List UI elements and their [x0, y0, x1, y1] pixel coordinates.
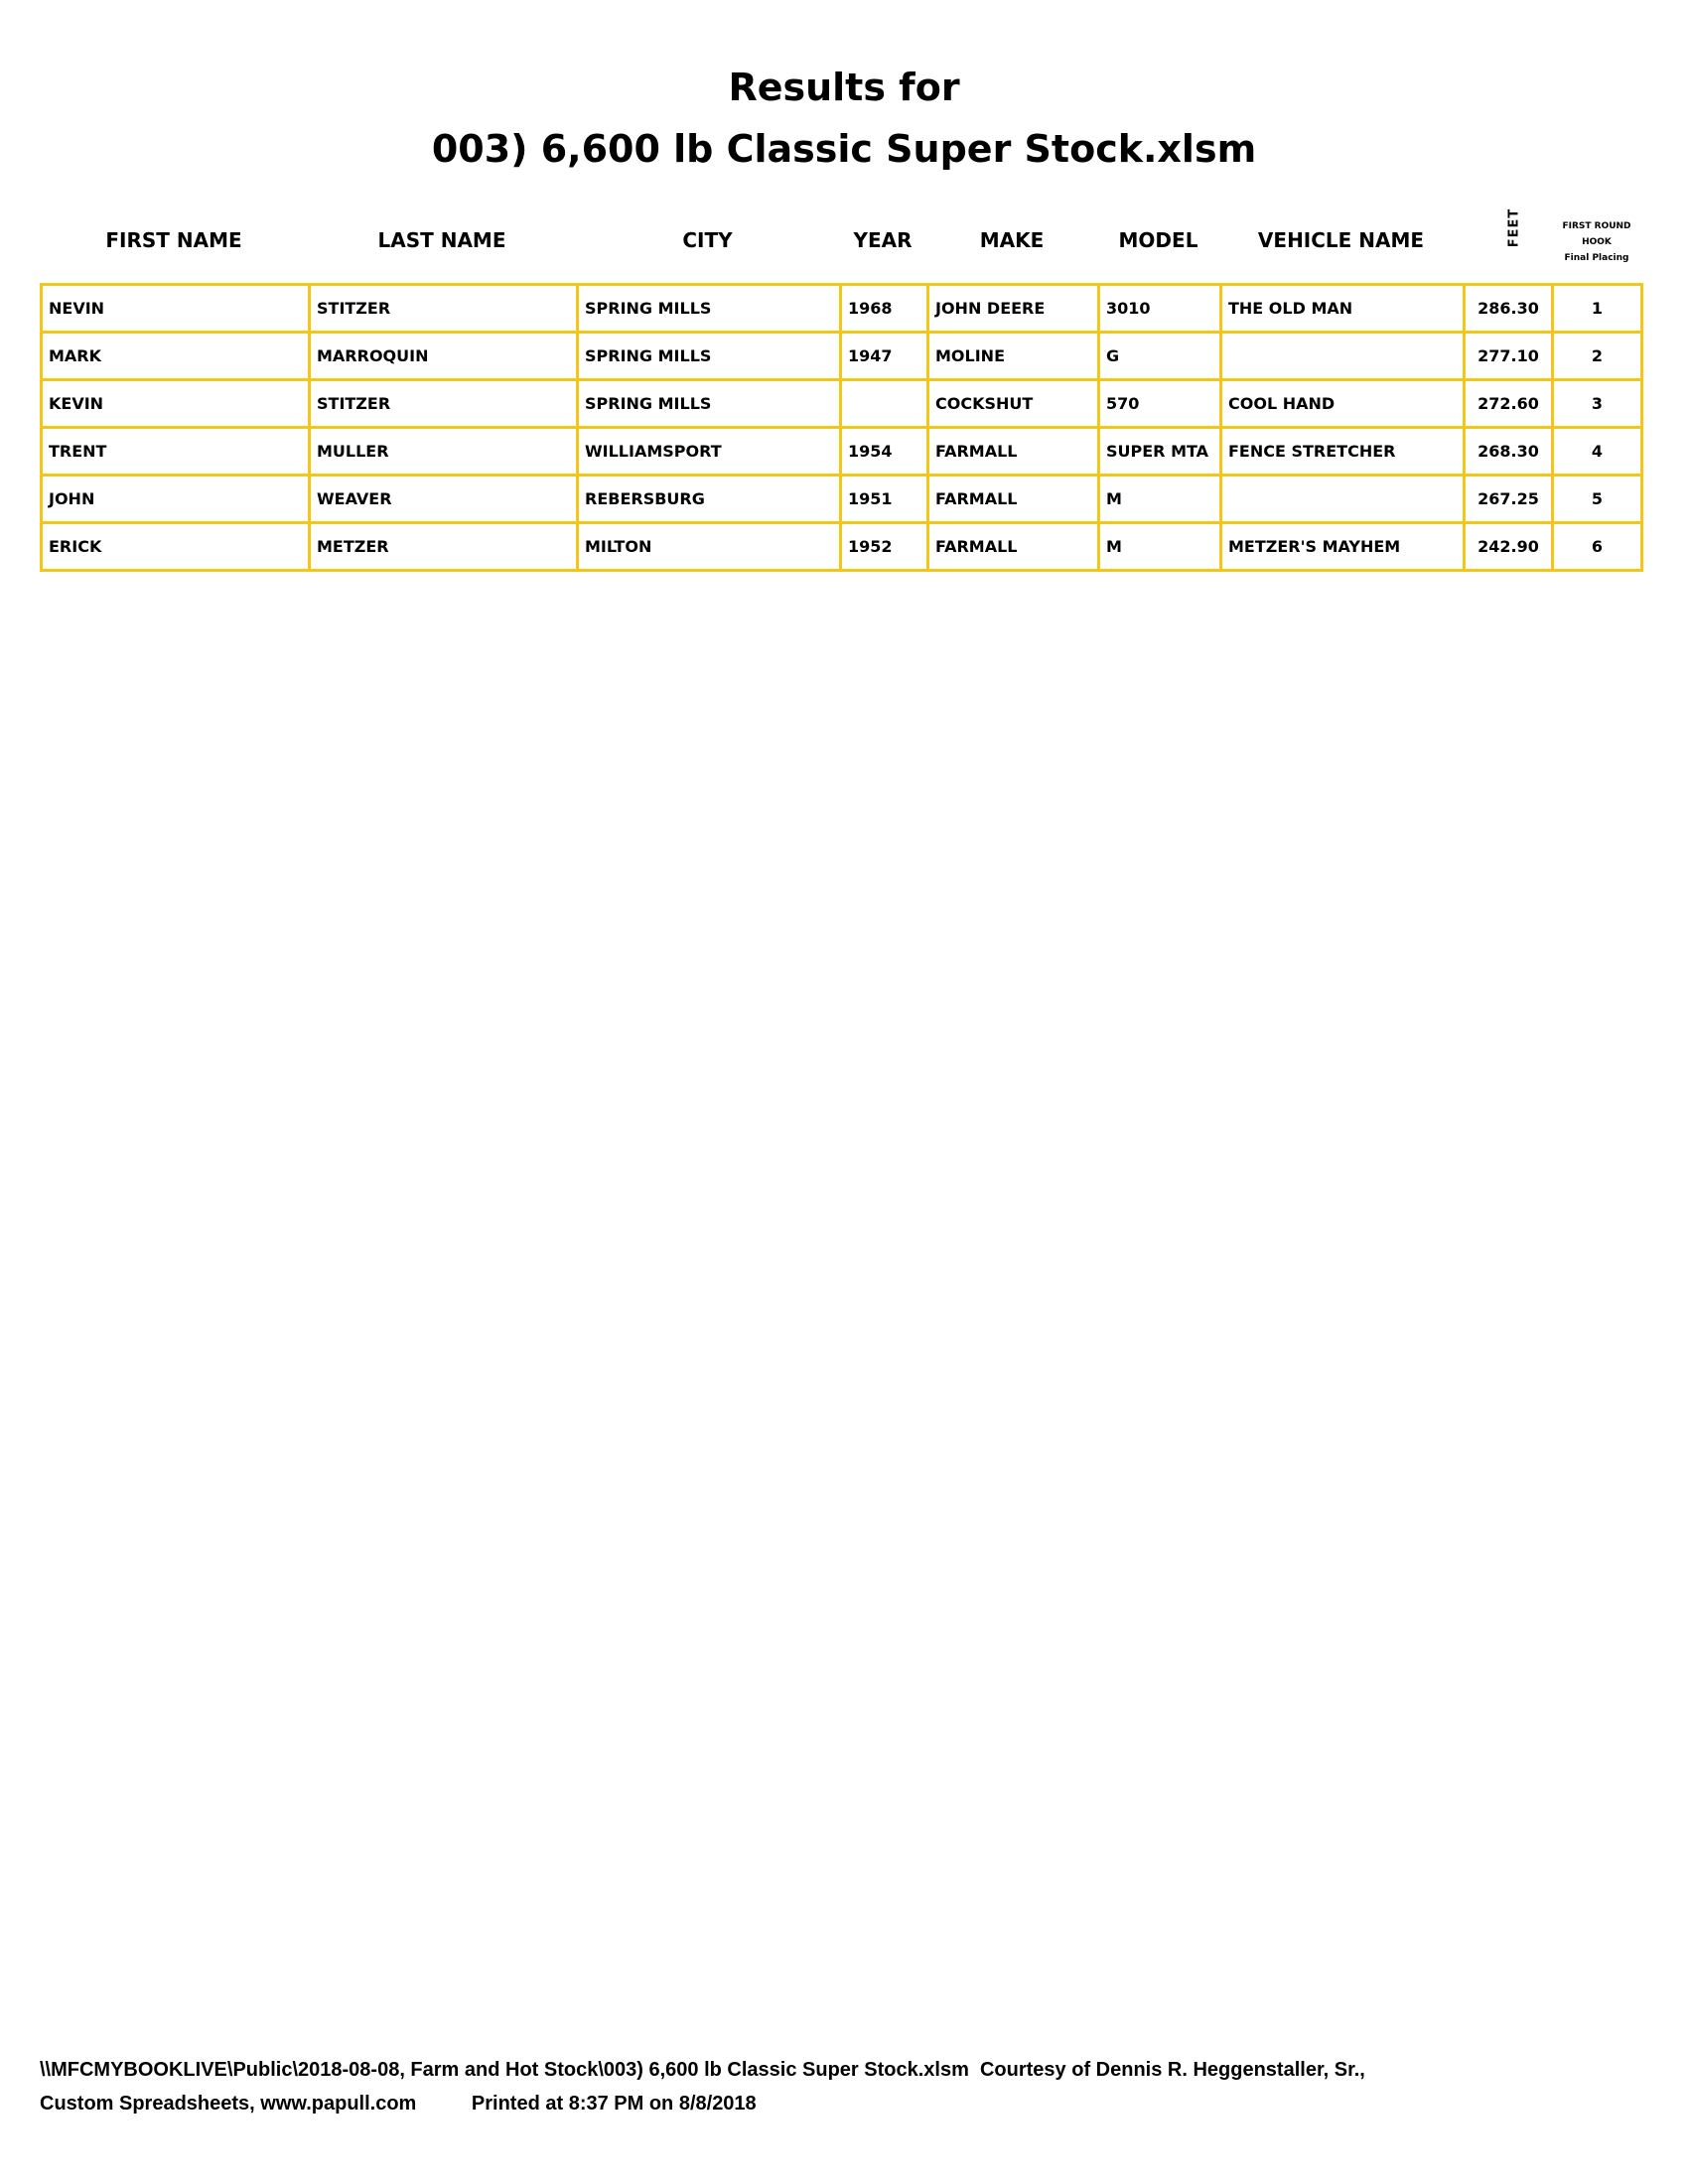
cell-year: 1954 — [839, 426, 929, 477]
cell-last-name: WEAVER — [308, 474, 579, 524]
cell-vehicle-name — [1219, 331, 1466, 381]
cell-model: 3010 — [1097, 283, 1222, 334]
cell-city: SPRING MILLS — [576, 331, 842, 381]
cell-model: SUPER MTA — [1097, 426, 1222, 477]
cell-year: 1947 — [839, 331, 929, 381]
cell-last-name: MULLER — [308, 426, 579, 477]
header-city: CITY — [682, 228, 733, 252]
cell-vehicle-name: THE OLD MAN — [1219, 283, 1466, 334]
cell-city: MILTON — [576, 521, 842, 572]
cell-first-name: JOHN — [40, 474, 311, 524]
results-table: NEVIN STITZER SPRING MILLS 1968 JOHN DEERE 30… — [40, 283, 1643, 572]
page-title: Results for — [728, 66, 960, 109]
table-row: TRENT MULLER WILLIAMSPORT 1954 FARMALL SUPER … — [40, 426, 1643, 477]
cell-model: G — [1097, 331, 1222, 381]
cell-model: 570 — [1097, 378, 1222, 429]
cell-last-name: STITZER — [308, 378, 579, 429]
cell-last-name: METZER — [308, 521, 579, 572]
header-make: MAKE — [979, 228, 1045, 252]
cell-feet: 242.90 — [1463, 521, 1554, 572]
cell-first-name: TRENT — [40, 426, 311, 477]
cell-vehicle-name: METZER'S MAYHEM — [1219, 521, 1466, 572]
cell-last-name: STITZER — [308, 283, 579, 334]
header-model: MODEL — [1118, 228, 1198, 252]
cell-first-name: MARK — [40, 331, 311, 381]
cell-city: REBERSBURG — [576, 474, 842, 524]
footer-printed: Custom Spreadsheets, www.papull.com Prin… — [40, 2093, 757, 2115]
header-hook: FIRST ROUND HOOK Final Placing — [1549, 218, 1644, 266]
file-title: 003) 6,600 lb Classic Super Stock.xlsm — [431, 127, 1257, 171]
cell-year: 1951 — [839, 474, 929, 524]
header-feet: FEET — [1506, 207, 1522, 248]
cell-feet: 272.60 — [1463, 378, 1554, 429]
header-hook-line3: Final Placing — [1564, 253, 1629, 263]
cell-first-name: KEVIN — [40, 378, 311, 429]
cell-make: FARMALL — [926, 474, 1100, 524]
cell-first-name: NEVIN — [40, 283, 311, 334]
cell-city: SPRING MILLS — [576, 378, 842, 429]
cell-city: SPRING MILLS — [576, 283, 842, 334]
cell-make: MOLINE — [926, 331, 1100, 381]
cell-last-name: MARROQUIN — [308, 331, 579, 381]
header-last-name: LAST NAME — [377, 228, 506, 252]
cell-city: WILLIAMSPORT — [576, 426, 842, 477]
table-row: MARK MARROQUIN SPRING MILLS 1947 MOLINE G 277.… — [40, 331, 1643, 381]
header-first-name: FIRST NAME — [105, 228, 242, 252]
cell-vehicle-name: COOL HAND — [1219, 378, 1466, 429]
cell-vehicle-name: FENCE STRETCHER — [1219, 426, 1466, 477]
table-row: JOHN WEAVER REBERSBURG 1951 FARMALL M 267.25 5 — [40, 474, 1643, 524]
cell-make: FARMALL — [926, 521, 1100, 572]
cell-model: M — [1097, 521, 1222, 572]
cell-placing: 1 — [1551, 283, 1643, 334]
cell-feet: 277.10 — [1463, 331, 1554, 381]
cell-first-name: ERICK — [40, 521, 311, 572]
cell-feet: 286.30 — [1463, 283, 1554, 334]
cell-placing: 3 — [1551, 378, 1643, 429]
cell-placing: 2 — [1551, 331, 1643, 381]
cell-placing: 5 — [1551, 474, 1643, 524]
footer-path: \\MFCMYBOOKLIVE\Public\2018-08-08, Farm … — [40, 2059, 1365, 2081]
cell-year: 1968 — [839, 283, 929, 334]
cell-model: M — [1097, 474, 1222, 524]
cell-make: JOHN DEERE — [926, 283, 1100, 334]
cell-placing: 4 — [1551, 426, 1643, 477]
cell-vehicle-name — [1219, 474, 1466, 524]
table-row: NEVIN STITZER SPRING MILLS 1968 JOHN DEERE 30… — [40, 283, 1643, 334]
table-row: ERICK METZER MILTON 1952 FARMALL M METZER'S MA… — [40, 521, 1643, 572]
header-year: YEAR — [853, 228, 913, 252]
cell-placing: 6 — [1551, 521, 1643, 572]
cell-feet: 268.30 — [1463, 426, 1554, 477]
header-hook-line1: FIRST ROUND — [1562, 221, 1631, 231]
cell-feet: 267.25 — [1463, 474, 1554, 524]
cell-make: COCKSHUT — [926, 378, 1100, 429]
header-hook-line2: HOOK — [1582, 237, 1612, 247]
cell-year — [839, 378, 929, 429]
header-vehicle-name: VEHICLE NAME — [1257, 228, 1425, 252]
cell-make: FARMALL — [926, 426, 1100, 477]
cell-year: 1952 — [839, 521, 929, 572]
table-row: KEVIN STITZER SPRING MILLS COCKSHUT 570 COOL … — [40, 378, 1643, 429]
